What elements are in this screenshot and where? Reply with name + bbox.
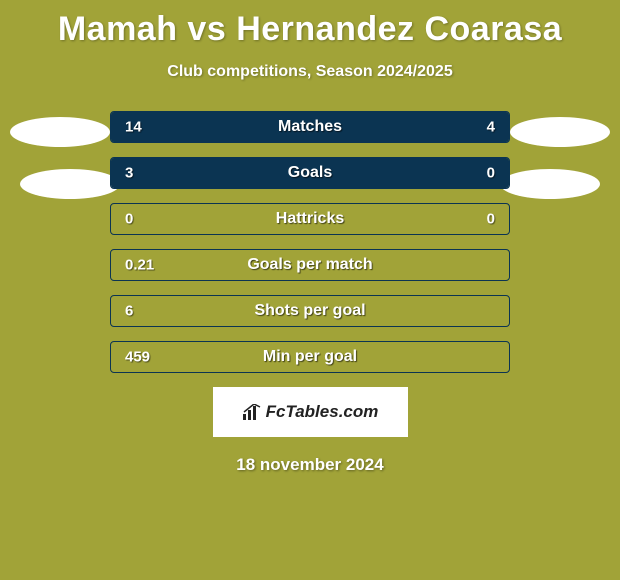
subtitle: Club competitions, Season 2024/2025 <box>0 63 620 81</box>
value-left: 459 <box>125 349 150 366</box>
stat-row-hattricks: 0 Hattricks 0 <box>110 203 510 235</box>
stat-row-shots-per-goal: 6 Shots per goal <box>110 295 510 327</box>
page-title: Mamah vs Hernandez Coarasa <box>0 0 620 49</box>
stat-label: Hattricks <box>276 210 344 228</box>
stat-row-min-per-goal: 459 Min per goal <box>110 341 510 373</box>
player-left-avatar-2 <box>20 169 120 199</box>
date-text: 18 november 2024 <box>0 455 620 475</box>
stat-label: Min per goal <box>263 348 357 366</box>
value-right: 0 <box>487 211 495 228</box>
logo-text: FcTables.com <box>266 402 379 422</box>
value-left: 0 <box>125 211 133 228</box>
stat-row-goals-per-match: 0.21 Goals per match <box>110 249 510 281</box>
stat-row-matches: 14 Matches 4 <box>110 111 510 143</box>
value-right: 4 <box>487 119 495 136</box>
chart-icon <box>242 404 262 420</box>
bar-left <box>111 112 398 142</box>
value-left: 14 <box>125 119 142 136</box>
player-right-avatar-1 <box>510 117 610 147</box>
stat-label: Goals per match <box>247 256 372 274</box>
value-left: 6 <box>125 303 133 320</box>
stat-label: Matches <box>278 118 342 136</box>
stats-area: 14 Matches 4 3 Goals 0 0 Hattricks 0 0.2… <box>0 111 620 475</box>
player-right-avatar-2 <box>500 169 600 199</box>
stat-label: Goals <box>288 164 332 182</box>
value-right: 0 <box>487 165 495 182</box>
value-left: 3 <box>125 165 133 182</box>
stat-row-goals: 3 Goals 0 <box>110 157 510 189</box>
player-left-avatar-1 <box>10 117 110 147</box>
logo: FcTables.com <box>242 402 379 422</box>
stat-label: Shots per goal <box>254 302 365 320</box>
logo-box: FcTables.com <box>213 387 408 437</box>
value-left: 0.21 <box>125 257 154 274</box>
bar-left <box>111 158 382 188</box>
infographic-container: Mamah vs Hernandez Coarasa Club competit… <box>0 0 620 580</box>
